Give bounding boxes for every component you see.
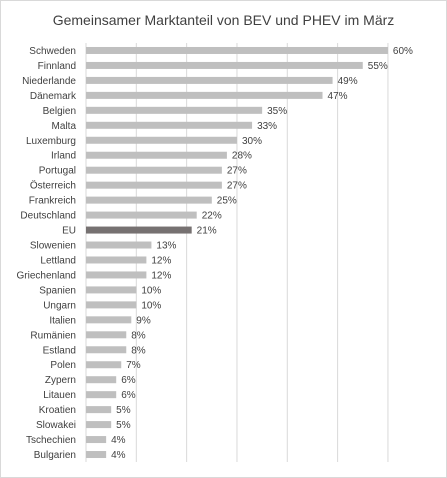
- value-label: 5%: [116, 420, 131, 431]
- bar-frankreich: [86, 196, 212, 204]
- value-label: 5%: [116, 405, 131, 416]
- bar-kroatien: [86, 406, 112, 414]
- bar-malta: [86, 121, 253, 129]
- value-label: 4%: [111, 435, 126, 446]
- value-label: 6%: [121, 375, 136, 386]
- bar-lettland: [86, 256, 147, 264]
- bar-spanien: [86, 286, 137, 294]
- value-label: 10%: [141, 300, 161, 311]
- value-label: 30%: [242, 136, 262, 147]
- category-label: Kroatien: [39, 405, 76, 416]
- category-label: Dänemark: [30, 91, 77, 102]
- category-label: Ungarn: [43, 300, 76, 311]
- bar-bulgarien: [86, 451, 107, 459]
- bar-luxemburg: [86, 136, 237, 144]
- bar-polen: [86, 361, 122, 369]
- bar-estland: [86, 346, 127, 354]
- category-label: Schweden: [29, 46, 76, 57]
- category-label: Luxemburg: [26, 136, 76, 147]
- value-label: 21%: [197, 226, 217, 237]
- bar-deutschland: [86, 211, 197, 219]
- bar-zypern: [86, 376, 117, 384]
- category-label: Spanien: [39, 285, 76, 296]
- category-label: Polen: [50, 360, 76, 371]
- value-label: 60%: [393, 46, 413, 57]
- bar-österreich: [86, 181, 222, 189]
- category-label: Slowakei: [36, 420, 76, 431]
- bar-slowakei: [86, 421, 112, 429]
- category-label: Finnland: [38, 61, 76, 72]
- value-label: 7%: [126, 360, 141, 371]
- bar-slowenien: [86, 241, 152, 249]
- value-label: 27%: [227, 181, 247, 192]
- bar-irland: [86, 151, 227, 159]
- value-label: 28%: [232, 151, 252, 162]
- category-label: Portugal: [39, 166, 76, 177]
- category-label: Tschechien: [26, 435, 76, 446]
- bar-finnland: [86, 61, 363, 69]
- category-label: Estland: [43, 345, 76, 356]
- bar-portugal: [86, 166, 222, 174]
- bar-tschechien: [86, 436, 107, 444]
- value-label: 12%: [151, 270, 171, 281]
- bar-dänemark: [86, 91, 323, 99]
- category-label: Irland: [51, 151, 76, 162]
- bar-eu: [86, 226, 192, 234]
- value-label: 6%: [121, 390, 136, 401]
- value-label: 8%: [131, 330, 146, 341]
- category-label: Frankreich: [29, 196, 76, 207]
- category-label: Griechenland: [17, 270, 76, 281]
- value-label: 33%: [257, 121, 277, 132]
- value-label: 22%: [202, 211, 222, 222]
- bar-niederlande: [86, 76, 333, 84]
- value-label: 47%: [328, 91, 348, 102]
- category-label: Slowenien: [30, 241, 76, 252]
- category-label: Zypern: [45, 375, 76, 386]
- value-label: 25%: [217, 196, 237, 207]
- category-label: Rumänien: [30, 330, 76, 341]
- value-label: 8%: [131, 345, 146, 356]
- value-label: 4%: [111, 450, 126, 461]
- category-label: Malta: [52, 121, 77, 132]
- category-label: Niederlande: [22, 76, 76, 87]
- chart-title: Gemeinsamer Marktanteil von BEV und PHEV…: [52, 12, 395, 28]
- bar-belgien: [86, 106, 263, 114]
- bar-schweden: [86, 46, 388, 54]
- bar-ungarn: [86, 301, 137, 309]
- category-label: Deutschland: [20, 211, 76, 222]
- value-label: 9%: [136, 315, 151, 326]
- value-label: 35%: [267, 106, 287, 117]
- category-label: Bulgarien: [34, 450, 76, 461]
- value-label: 12%: [151, 255, 171, 266]
- category-label: Litauen: [43, 390, 76, 401]
- value-label: 49%: [338, 76, 358, 87]
- bars: [86, 46, 388, 459]
- value-label: 10%: [141, 285, 161, 296]
- value-label: 55%: [368, 61, 388, 72]
- value-label: 13%: [156, 241, 176, 252]
- category-label: Lettland: [40, 255, 76, 266]
- category-label: EU: [62, 226, 76, 237]
- bar-rumänien: [86, 331, 127, 339]
- value-label: 27%: [227, 166, 247, 177]
- bar-italien: [86, 316, 132, 324]
- category-label: Österreich: [30, 180, 76, 192]
- bar-litauen: [86, 391, 117, 399]
- category-label: Belgien: [43, 106, 76, 117]
- bar-griechenland: [86, 271, 147, 279]
- category-label: Italien: [49, 315, 76, 326]
